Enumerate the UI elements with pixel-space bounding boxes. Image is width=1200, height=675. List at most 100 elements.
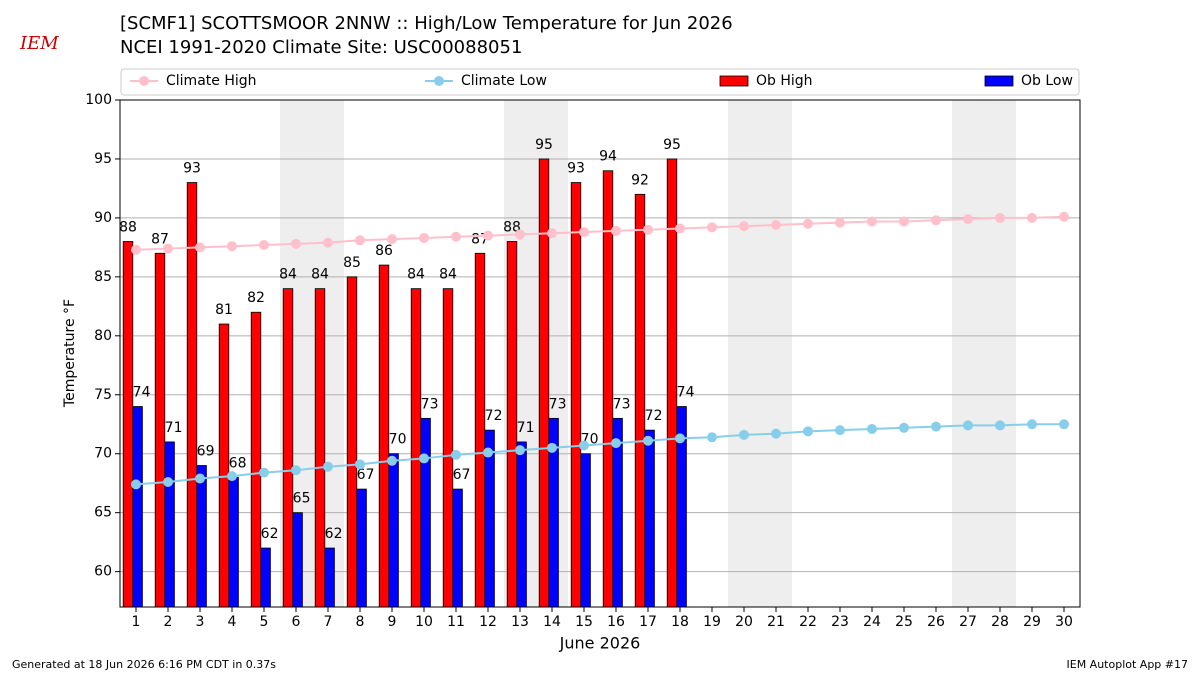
- logo: IEM: [19, 33, 59, 54]
- bar: [154, 252, 166, 608]
- value-label: 72: [645, 408, 663, 424]
- bar: [506, 241, 518, 608]
- line-marker: [1059, 211, 1069, 222]
- legend-marker: [434, 76, 444, 86]
- y-tick-label: 65: [94, 505, 112, 521]
- x-tick-label: 30: [1055, 614, 1073, 630]
- x-tick-label: 21: [767, 614, 785, 630]
- y-tick-label: 85: [94, 269, 112, 285]
- bar: [228, 476, 239, 608]
- line-marker: [707, 222, 717, 233]
- y-tick-label: 75: [94, 387, 112, 403]
- x-tick-label: 22: [799, 614, 817, 630]
- line-marker: [931, 215, 941, 226]
- x-tick-label: 1: [132, 614, 141, 630]
- value-label: 70: [389, 432, 407, 448]
- line-marker: [963, 420, 973, 431]
- x-tick-label: 19: [703, 614, 721, 630]
- bar: [580, 453, 591, 608]
- x-tick-label: 3: [196, 614, 205, 630]
- value-label: 84: [311, 267, 329, 283]
- value-label: 67: [357, 467, 375, 483]
- line-marker: [131, 479, 141, 490]
- bar: [452, 488, 463, 608]
- legend-marker: [139, 76, 149, 86]
- bar: [292, 512, 303, 608]
- bar: [420, 417, 431, 608]
- line-marker: [611, 225, 621, 236]
- bar: [218, 323, 230, 608]
- legend-label: Ob High: [756, 73, 813, 89]
- line-marker: [803, 426, 813, 437]
- line-marker: [803, 218, 813, 229]
- x-tick-label: 5: [260, 614, 269, 630]
- x-tick-label: 24: [863, 614, 881, 630]
- x-tick-label: 15: [575, 614, 593, 630]
- bar: [666, 158, 678, 608]
- line-marker: [355, 459, 365, 470]
- bar: [324, 547, 335, 608]
- value-label: 74: [677, 385, 695, 401]
- footer-left: Generated at 18 Jun 2026 6:16 PM CDT in …: [12, 658, 276, 671]
- line-marker: [163, 477, 173, 488]
- value-label: 68: [229, 455, 247, 471]
- x-tick-label: 2: [164, 614, 173, 630]
- line-marker: [483, 447, 493, 458]
- value-label: 62: [261, 526, 279, 542]
- y-tick-label: 90: [94, 210, 112, 226]
- line-marker: [643, 224, 653, 235]
- line-marker: [323, 461, 333, 472]
- value-label: 74: [133, 385, 151, 401]
- value-label: 92: [631, 172, 649, 188]
- bar: [388, 453, 399, 608]
- line-marker: [899, 422, 909, 433]
- line-marker: [963, 214, 973, 225]
- line-marker: [675, 433, 685, 444]
- line-marker: [419, 232, 429, 243]
- value-label: 93: [183, 161, 201, 177]
- line-marker: [451, 449, 461, 460]
- line-marker: [323, 237, 333, 248]
- value-label: 95: [535, 137, 553, 153]
- bar: [602, 170, 614, 608]
- line-marker: [259, 240, 269, 251]
- line-marker: [1027, 212, 1037, 223]
- bar: [196, 465, 207, 608]
- bar: [132, 406, 143, 608]
- line-marker: [483, 230, 493, 241]
- bar: [282, 288, 294, 608]
- weekend-shade: [728, 100, 760, 607]
- weekend-shade: [984, 100, 1016, 607]
- legend-label: Climate Low: [461, 73, 547, 89]
- x-tick-label: 14: [543, 614, 561, 630]
- x-tick-label: 7: [324, 614, 333, 630]
- x-tick-label: 26: [927, 614, 945, 630]
- bar: [260, 547, 271, 608]
- line-marker: [515, 229, 525, 240]
- bar: [516, 441, 527, 608]
- value-label: 73: [549, 396, 567, 412]
- line-marker: [739, 429, 749, 440]
- value-label: 86: [375, 243, 393, 259]
- footer-right: IEM Autoplot App #17: [1067, 658, 1189, 671]
- line-marker: [835, 217, 845, 228]
- x-tick-label: 13: [511, 614, 529, 630]
- bar: [410, 288, 422, 608]
- line-marker: [131, 244, 141, 255]
- line-marker: [1059, 419, 1069, 430]
- line-marker: [387, 455, 397, 466]
- x-tick-label: 6: [292, 614, 301, 630]
- line-marker: [867, 423, 877, 434]
- line-marker: [291, 238, 301, 249]
- bar: [314, 288, 326, 608]
- x-tick-label: 17: [639, 614, 657, 630]
- value-label: 65: [293, 491, 311, 507]
- value-label: 82: [247, 290, 265, 306]
- x-tick-label: 11: [447, 614, 465, 630]
- line-marker: [547, 228, 557, 239]
- line-marker: [355, 235, 365, 246]
- weekend-shade: [760, 100, 792, 607]
- line-marker: [419, 453, 429, 464]
